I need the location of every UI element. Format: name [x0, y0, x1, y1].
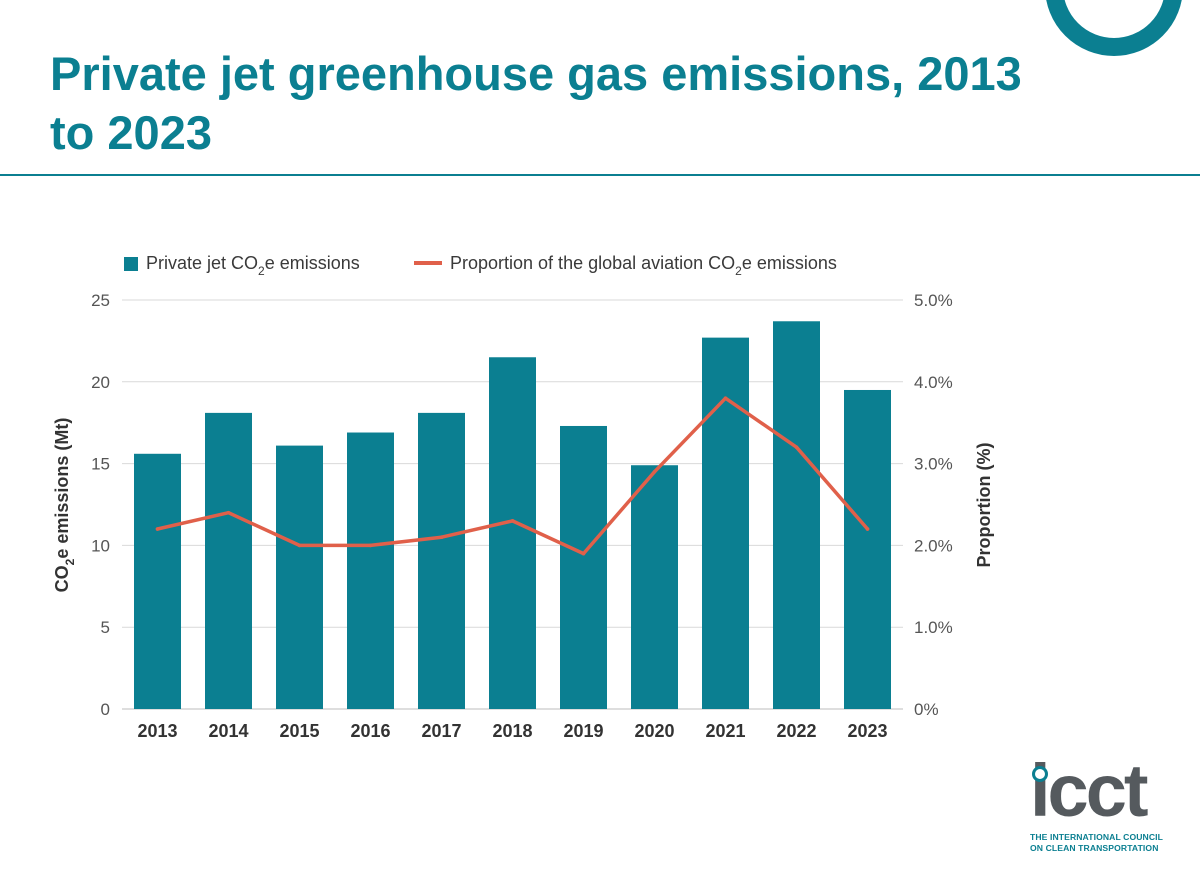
x-tick-label: 2016 — [350, 721, 390, 741]
y-tick-label: 5 — [101, 618, 110, 637]
line-point — [155, 527, 160, 531]
line-point — [652, 469, 657, 474]
y-axis-title: CO2e emissions (Mt) — [52, 418, 77, 593]
y2-tick-label: 4.0% — [914, 373, 953, 392]
line-series — [155, 396, 870, 556]
bar — [773, 321, 820, 709]
icct-logo: icct THE INTERNATIONAL COUNCIL ON CLEAN … — [1030, 754, 1170, 854]
legend: Private jet CO2e emissions Proportion of… — [124, 253, 837, 278]
y2-tick-label: 3.0% — [914, 455, 953, 474]
legend-line-label: Proportion of the global aviation CO2e e… — [450, 253, 837, 278]
x-tick-label: 2020 — [634, 721, 674, 741]
x-tick-label: 2015 — [279, 721, 319, 741]
y2-tick-label: 2.0% — [914, 536, 953, 555]
logo-word-text: icct — [1030, 749, 1149, 832]
line-point — [439, 535, 444, 540]
x-tick-label: 2013 — [137, 721, 177, 741]
y-tick-label: 25 — [91, 291, 110, 310]
bar — [418, 412, 465, 709]
y2-tick-label: 5.0% — [914, 291, 953, 310]
x-tick-label: 2023 — [847, 721, 887, 741]
x-tick-label: 2019 — [563, 721, 603, 741]
y-tick-label: 10 — [91, 536, 110, 555]
bar — [489, 357, 536, 709]
legend-bar-label: Private jet CO2e emissions — [146, 253, 360, 278]
y2-tick-label: 0% — [914, 700, 939, 719]
x-tick-label: 2014 — [208, 721, 248, 741]
bar — [134, 453, 181, 709]
x-tick-label: 2018 — [492, 721, 532, 741]
line-point — [794, 445, 799, 450]
bar — [347, 432, 394, 709]
line-point — [510, 519, 515, 523]
x-tick-label: 2017 — [421, 721, 461, 741]
chart-title: Private jet greenhouse gas emissions, 20… — [50, 47, 1022, 159]
line-point — [368, 543, 373, 548]
y2-tick-label: 1.0% — [914, 618, 953, 637]
bar — [631, 465, 678, 709]
bar — [560, 425, 607, 709]
y2-axis-title: Proportion (%) — [974, 443, 994, 568]
title-divider — [0, 174, 1200, 176]
bar — [844, 389, 891, 709]
logo-dot — [1032, 766, 1048, 782]
bar — [205, 412, 252, 709]
x-tick-label: 2022 — [776, 721, 816, 741]
line-point — [297, 543, 302, 548]
line-point — [581, 551, 586, 556]
line-point — [226, 510, 231, 515]
y-tick-label: 0 — [101, 700, 110, 719]
axis-ticks: 0 0% 5 1.0% 10 2.0% 15 3.0% 20 4.0% 25 5.0% 2013 2014… — [91, 291, 953, 741]
bar-series — [134, 321, 891, 709]
y-tick-label: 15 — [91, 455, 110, 474]
logo-tagline: THE INTERNATIONAL COUNCIL ON CLEAN TRANS… — [1030, 832, 1170, 854]
line-point — [865, 527, 870, 531]
y-tick-label: 20 — [91, 373, 110, 392]
x-tick-label: 2021 — [705, 721, 745, 741]
logo-wordmark: icct — [1030, 754, 1170, 828]
legend-bar-swatch — [124, 257, 138, 271]
line-point — [723, 396, 728, 400]
logo-tagline-line2: ON CLEAN TRANSPORTATION — [1030, 843, 1159, 853]
bar — [702, 337, 749, 709]
bar — [276, 445, 323, 709]
logo-tagline-line1: THE INTERNATIONAL COUNCIL — [1030, 832, 1163, 842]
